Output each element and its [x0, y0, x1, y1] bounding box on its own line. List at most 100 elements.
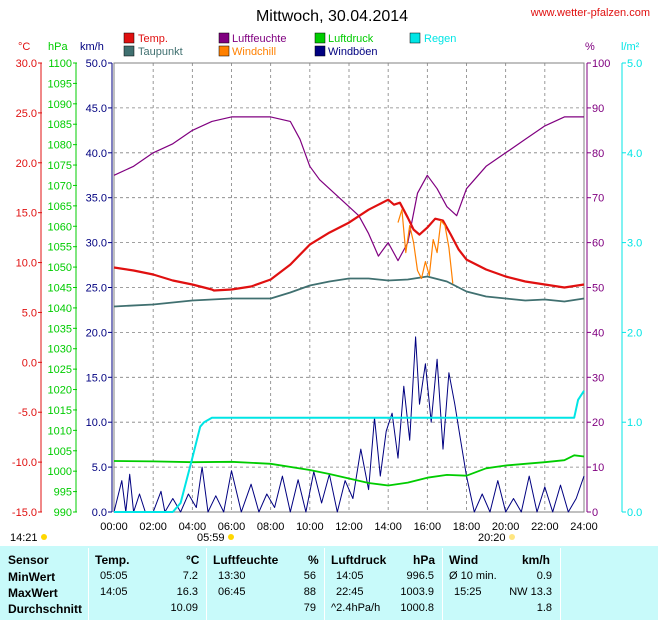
stats-header-temp-unit: °C: [186, 553, 200, 567]
temp-tick-label: 30.0: [16, 58, 37, 70]
wind-tick-label: 15.0: [86, 372, 107, 384]
rain-tick-label: 5.0: [627, 58, 642, 70]
pressure-tick-label: 1020: [48, 385, 72, 397]
temp-tick-label: 20.0: [16, 158, 37, 170]
sunrise-icon: [228, 534, 234, 540]
stats-cell: 1000.8: [400, 602, 434, 614]
stats-divider: [206, 548, 207, 620]
pressure-tick-label: 1045: [48, 283, 72, 295]
pressure-tick-label: 1035: [48, 323, 72, 335]
series-regen: [114, 390, 585, 513]
pressure-tick-label: 1005: [48, 446, 72, 458]
svg-text:Regen: Regen: [424, 33, 456, 45]
x-tick-label: 24:00: [570, 521, 598, 533]
pressure-tick-label: 990: [54, 507, 72, 519]
weather-chart: 00:00 02:00 04:00 06:00 08:00 10:00 12:00 14:00…: [10, 7, 650, 544]
rain-tick-label: 2.0: [627, 327, 642, 339]
humidity-tick-label: 90: [592, 103, 604, 115]
temp-tick-label: 10.0: [16, 258, 37, 270]
stats-cell: 16.3: [176, 586, 198, 598]
x-tick-label: 06:00: [218, 521, 246, 533]
pressure-tick-label: 1075: [48, 160, 72, 172]
x-tick-label: 16:00: [414, 521, 442, 533]
temp-tick-label: 25.0: [16, 108, 37, 120]
pressure-tick-label: 1040: [48, 303, 72, 315]
stats-cell: 10.09: [170, 602, 198, 614]
pressure-tick-label: 1030: [48, 344, 72, 356]
x-tick-label: 22:00: [531, 521, 559, 533]
svg-text:Windböen: Windböen: [328, 46, 378, 58]
rain-tick-label: 3.0: [627, 238, 642, 250]
humidity-tick-label: 60: [592, 238, 604, 250]
stats-header-wind-unit: km/h: [522, 553, 551, 567]
stats-header-sensor: Sensor: [8, 553, 49, 567]
rain-tick-label: 1.0: [627, 417, 642, 429]
chart-series: [113, 116, 585, 513]
legend-item-temp: Temp.: [123, 32, 168, 45]
humidity-tick-label: 100: [592, 58, 610, 70]
temp-tick-label: -15.0: [12, 507, 37, 519]
wind-tick-label: 35.0: [86, 193, 107, 205]
pressure-tick-label: 1060: [48, 221, 72, 233]
stats-header-wind: Wind: [449, 553, 479, 567]
pressure-tick-label: 1055: [48, 242, 72, 254]
temp-tick-label: 0.0: [22, 357, 37, 369]
humidity-tick-label: 70: [592, 193, 604, 205]
pressure-tick-label: 1095: [48, 78, 72, 90]
pressure-tick-label: 1025: [48, 364, 72, 376]
pressure-tick-label: 1015: [48, 405, 72, 417]
humidity-tick-label: 80: [592, 148, 604, 160]
temp-unit-label: °C: [18, 41, 30, 53]
stats-row-max-label: MaxWert: [8, 586, 58, 600]
chart-legend: Temp. Luftfeuchte Luftdruck Regen Taupun…: [123, 32, 456, 58]
stats-header-pressure: Luftdruck: [331, 553, 387, 567]
chart-grid: [113, 62, 585, 513]
stats-cell: 88: [303, 586, 316, 598]
humidity-tick-label: 10: [592, 462, 604, 474]
series-windchill: [397, 209, 454, 284]
stats-header-humidity: Luftfeuchte: [213, 553, 279, 567]
temp-tick-label: -10.0: [12, 457, 37, 469]
sun-icon: [41, 534, 47, 540]
pressure-unit-label: hPa: [48, 41, 68, 53]
stats-cell: Ø 10 min.: [449, 570, 497, 582]
stats-divider: [442, 548, 443, 620]
pressure-tick-label: 1090: [48, 99, 72, 111]
stats-cell: 7.2: [182, 570, 198, 582]
x-tick-label: 18:00: [453, 521, 481, 533]
stats-header-temp: Temp.: [95, 553, 130, 567]
x-tick-label: 02:00: [139, 521, 167, 533]
legend-item-humidity: Luftfeuchte: [218, 32, 286, 45]
stats-cell: NW 13.3: [509, 586, 552, 598]
wind-tick-label: 25.0: [86, 283, 107, 295]
website-link[interactable]: www.wetter-pfalzen.com: [530, 7, 650, 19]
humidity-unit-label: %: [585, 41, 595, 53]
legend-item-windchill: Windchill: [218, 45, 276, 58]
legend-item-gusts: Windböen: [314, 45, 378, 58]
legend-item-rain: Regen: [409, 32, 456, 45]
series-taupunkt: [113, 275, 585, 308]
stats-cell: 56: [303, 570, 316, 582]
rain-tick-label: 4.0: [627, 148, 642, 160]
x-tick-label: 14:00: [374, 521, 402, 533]
series-luftfeuchte: [113, 116, 584, 262]
humidity-tick-label: 40: [592, 327, 604, 339]
wind-tick-label: 20.0: [86, 327, 107, 339]
svg-text:Windchill: Windchill: [232, 46, 276, 58]
svg-text:Luftdruck: Luftdruck: [328, 33, 374, 45]
stats-cell: 996.5: [406, 570, 434, 582]
x-tick-label: 12:00: [335, 521, 363, 533]
legend-item-dewpoint: Taupunkt: [123, 45, 183, 58]
stats-cell: 05:05: [100, 570, 128, 582]
stats-divider: [560, 548, 561, 620]
sun-info: 14:21 05:59 20:20: [10, 532, 515, 544]
sunset-time: 20:20: [478, 532, 506, 544]
stats-cell: 14:05: [336, 570, 364, 582]
humidity-tick-label: 0: [592, 507, 598, 519]
pressure-tick-label: 1100: [48, 58, 72, 70]
humidity-tick-label: 30: [592, 372, 604, 384]
stats-cell: 1003.9: [400, 586, 434, 598]
x-tick-label: 04:00: [179, 521, 207, 533]
wind-tick-label: 10.0: [86, 417, 107, 429]
pressure-tick-label: 1010: [48, 425, 72, 437]
